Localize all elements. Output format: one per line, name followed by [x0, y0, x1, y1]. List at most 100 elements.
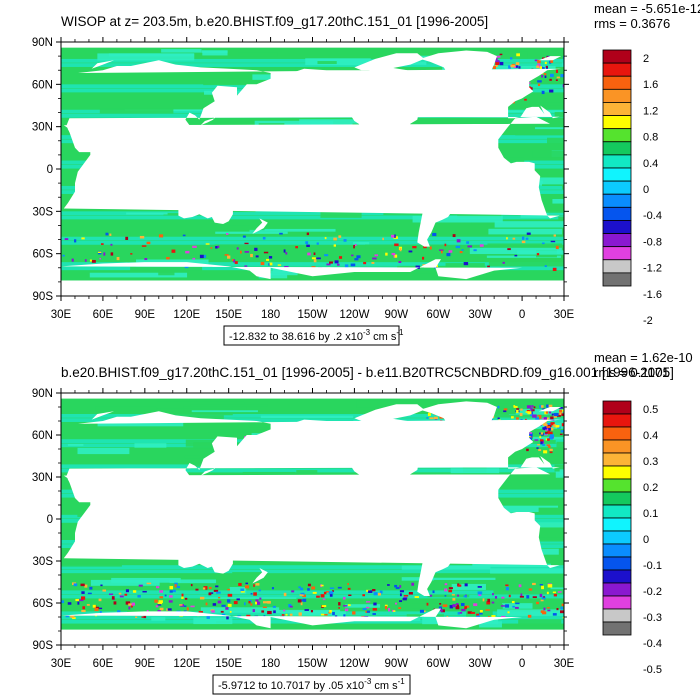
land-namerica [287, 67, 444, 158]
land-greenland [420, 50, 497, 85]
colorbar-swatch [602, 530, 632, 545]
y-tick-label: 60N [32, 79, 53, 91]
colorbar-swatch [602, 400, 632, 415]
land-mask [61, 42, 564, 296]
colorbar-label: 2 [643, 53, 649, 65]
colorbar-swatch [602, 102, 632, 116]
colorbar-swatch [602, 543, 632, 558]
colorbar-swatch [602, 504, 632, 519]
colorbar-swatch [602, 233, 632, 248]
colorbar-swatch [602, 193, 632, 208]
colorbar-label: 0 [643, 184, 649, 196]
rms-stat: rms = 0.1171 [594, 365, 669, 380]
colorbar-label: 0.5 [643, 404, 658, 416]
colorbar-label: 0.2 [643, 482, 658, 494]
x-tick-label: 180 [261, 658, 280, 670]
land-iceland [488, 426, 504, 431]
colorbar-label: -0.4 [643, 210, 662, 222]
colorbar-label: -0.3 [643, 612, 662, 624]
colorbar-swatch [602, 115, 632, 130]
rms-stat: rms = 0.3676 [594, 16, 670, 31]
land-madagascar [79, 185, 89, 205]
land-japan [200, 456, 221, 476]
colorbar-swatch [602, 206, 632, 221]
ocean-field [61, 42, 564, 296]
colorbar-label: -2 [643, 315, 653, 327]
land-svalbard [538, 56, 562, 61]
colorbar-swatch [602, 167, 632, 182]
land-mask [61, 393, 564, 645]
land-sumatra [151, 512, 168, 528]
colorbar-label: 0 [643, 534, 649, 546]
colorbar-swatch [602, 75, 632, 90]
colorbar-swatch [602, 88, 632, 103]
panel-title: WISOP at z= 203.5m, b.e20.BHIST.f09_g17.… [61, 14, 488, 29]
colorbar-swatch [602, 452, 632, 467]
land-india_patch [112, 129, 148, 158]
colorbar-label: -0.8 [643, 236, 662, 248]
land-sumatra [151, 161, 168, 178]
land-newguinea [202, 520, 229, 533]
colorbar-swatch [602, 141, 632, 156]
map-panel-2: 30E 60E 90E 120E 150E 180 150W 120W 90W 60W 30W 0 30… [32, 350, 693, 695]
land-uk [513, 85, 524, 99]
colorbar-swatch [602, 621, 632, 636]
x-tick-label: 120W [339, 658, 369, 670]
y-tick-label: 0 [47, 514, 53, 526]
x-tick-label: 60E [93, 309, 114, 321]
colorbar-swatch [602, 491, 632, 506]
land-cuba [403, 136, 419, 141]
y-tick-label: 30S [33, 556, 54, 568]
x-tick-label: 60E [93, 658, 114, 670]
land-arctic_islands [354, 53, 425, 71]
land-iceland [488, 75, 504, 81]
contour-range-text: -12.832 to 38.616 by .2 x10-3 cm s-1 [229, 328, 404, 343]
land-greenland [420, 401, 497, 435]
y-tick-label: 0 [47, 164, 53, 176]
colorbar-swatch [602, 569, 632, 584]
x-tick-label: 150W [297, 309, 327, 321]
x-tick-label: 150E [215, 658, 242, 670]
land-eurasia [66, 411, 562, 518]
land-samerica [408, 152, 474, 247]
colorbar-label: -0.1 [643, 560, 662, 572]
land-newguinea [202, 170, 229, 184]
y-tick-label: 90N [32, 37, 53, 49]
colorbar-swatch [602, 595, 632, 610]
land-japan [200, 105, 221, 126]
land-namerica [287, 418, 444, 508]
land-novaya [91, 411, 115, 420]
colorbar: 2 1.6 1.2 0.8 0.4 0 -0.4 -0.8 -1.2 -1.6 -2 [602, 49, 662, 327]
colorbar-label: -1.2 [643, 263, 662, 275]
colorbar: 0.5 0.4 0.3 0.2 0.1 0 -0.1 -0.2 -0.3 -0.4 -0.5 [602, 400, 662, 676]
colorbar-swatch [602, 272, 632, 287]
x-tick-label: 120W [339, 309, 369, 321]
colorbar-label: -1.6 [643, 289, 662, 301]
y-tick-label: 60S [33, 249, 54, 261]
colorbar-swatch [602, 154, 632, 169]
land-india_patch [112, 479, 148, 508]
land-uk [513, 436, 524, 449]
colorbar-swatch [602, 582, 632, 597]
x-tick-label: 30E [554, 658, 575, 670]
land-borneo [171, 160, 186, 175]
x-tick-label: 90E [135, 658, 156, 670]
y-tick-label: 30N [32, 122, 53, 134]
colorbar-label: 1.6 [643, 79, 658, 91]
colorbar-swatch [602, 180, 632, 195]
x-tick-label: 30W [468, 309, 492, 321]
land-antarctica [61, 608, 523, 645]
land-samerica [408, 502, 474, 596]
x-tick-label: 30E [51, 309, 72, 321]
y-tick-label: 60N [32, 430, 53, 442]
colorbar-swatch [602, 128, 632, 143]
colorbar-swatch [602, 49, 632, 64]
y-tick-label: 30N [32, 472, 53, 484]
y-tick-label: 90S [33, 291, 54, 303]
colorbar-label: 0.3 [643, 456, 658, 468]
colorbar-label: 0.1 [643, 508, 658, 520]
x-tick-label: 120E [173, 658, 200, 670]
colorbar-label: -0.2 [643, 586, 662, 598]
y-tick-label: 90S [33, 640, 54, 652]
x-tick-label: 90E [135, 309, 156, 321]
